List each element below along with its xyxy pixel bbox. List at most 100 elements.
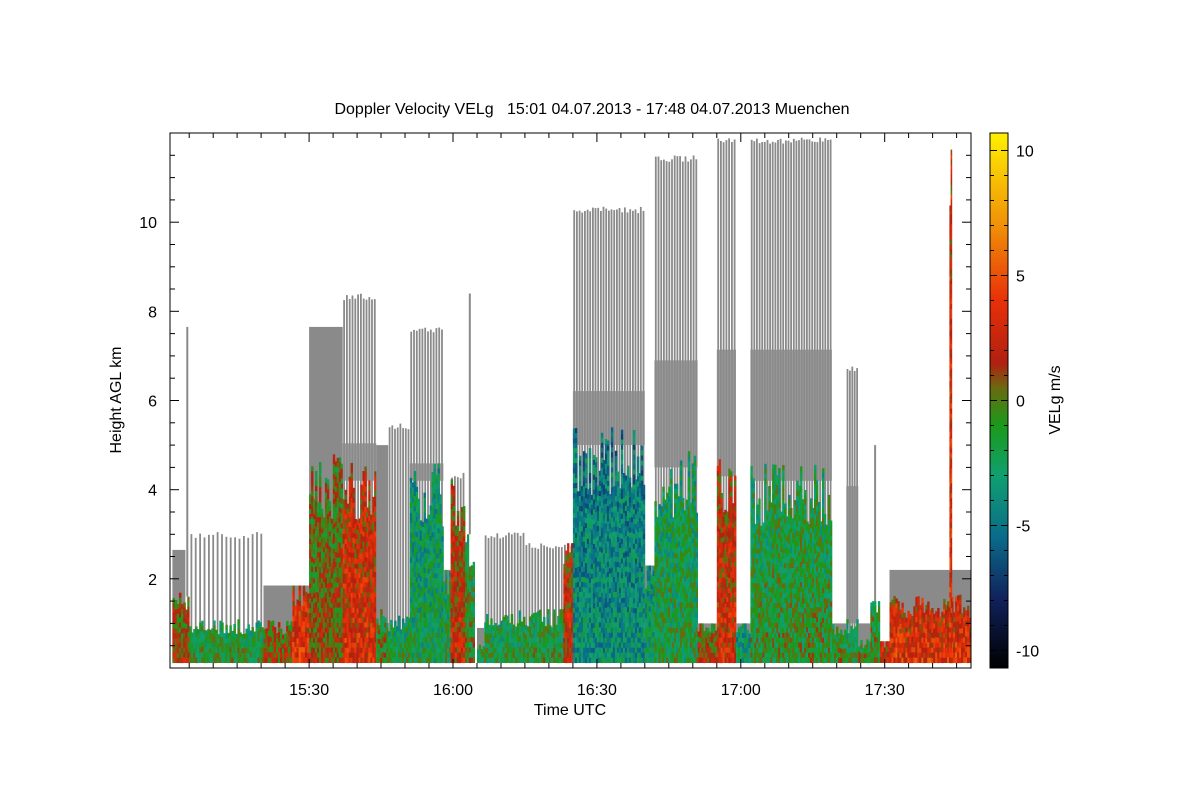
velocity-cell <box>431 617 434 623</box>
velocity-cell <box>386 647 389 654</box>
velocity-cell <box>466 642 470 649</box>
velocity-cell <box>344 549 347 555</box>
velocity-cell <box>470 647 473 653</box>
velocity-cell <box>620 618 624 624</box>
velocity-cell <box>541 652 544 658</box>
velocity-cell <box>366 522 369 528</box>
velocity-cell <box>608 558 612 564</box>
velocity-cell <box>320 608 324 614</box>
velocity-cell <box>553 628 556 634</box>
velocity-cell <box>183 627 186 633</box>
velocity-cell <box>340 573 344 579</box>
velocity-cell <box>456 551 460 557</box>
velocity-cell <box>362 501 365 507</box>
velocity-cell <box>435 494 438 500</box>
velocity-cell <box>486 657 489 664</box>
velocity-cell <box>417 523 421 529</box>
velocity-cell <box>435 523 438 530</box>
velocity-cell <box>322 657 326 663</box>
velocity-cell <box>634 583 638 589</box>
velocity-cell <box>302 647 306 653</box>
velocity-cell <box>586 568 590 574</box>
velocity-cell <box>302 621 306 627</box>
velocity-cell <box>500 646 503 653</box>
velocity-cell <box>433 478 436 485</box>
velocity-cell <box>634 548 638 555</box>
velocity-cell <box>360 553 363 560</box>
velocity-cell <box>435 558 438 564</box>
velocity-cell <box>328 571 332 578</box>
velocity-cell <box>415 612 419 618</box>
velocity-cell <box>370 657 373 663</box>
velocity-cell <box>425 553 428 559</box>
velocity-cell <box>311 657 314 663</box>
velocity-cell <box>439 647 442 654</box>
velocity-cell <box>317 507 320 513</box>
velocity-cell <box>411 632 415 638</box>
velocity-cell <box>614 622 618 628</box>
velocity-cell <box>338 542 342 548</box>
velocity-cell <box>614 455 618 462</box>
velocity-cell <box>411 562 415 568</box>
velocity-cell <box>516 643 520 649</box>
velocity-cell <box>362 607 365 613</box>
velocity-cell <box>504 643 507 649</box>
velocity-cell <box>452 627 456 633</box>
velocity-cell <box>588 493 592 499</box>
velocity-cell <box>409 537 413 544</box>
velocity-cell <box>618 508 622 514</box>
velocity-cell <box>364 582 367 588</box>
velocity-cell <box>584 533 588 539</box>
velocity-cell <box>366 627 369 633</box>
velocity-cell <box>269 647 273 653</box>
velocity-cell <box>185 628 188 634</box>
velocity-cell <box>484 642 487 648</box>
velocity-cell <box>346 593 349 599</box>
velocity-cell <box>324 607 328 614</box>
velocity-cell <box>608 568 612 574</box>
velocity-cell <box>600 617 604 624</box>
velocity-cell <box>409 622 413 629</box>
velocity-cell <box>334 562 338 568</box>
velocity-cell <box>315 612 318 618</box>
velocity-cell <box>344 558 347 565</box>
velocity-cell <box>642 563 646 570</box>
velocity-cell <box>419 566 423 572</box>
velocity-cell <box>448 576 451 582</box>
velocity-cell <box>620 628 624 634</box>
velocity-cell <box>586 588 590 594</box>
velocity-cell <box>307 628 310 634</box>
velocity-cell <box>445 643 448 649</box>
velocity-cell <box>592 544 596 550</box>
velocity-cell <box>176 604 180 610</box>
velocity-cell <box>608 528 612 535</box>
velocity-cell <box>571 543 574 549</box>
velocity-cell <box>614 592 618 598</box>
velocity-cell <box>193 653 196 659</box>
velocity-cell <box>433 603 436 609</box>
velocity-cell <box>346 598 349 604</box>
velocity-cell <box>439 632 442 639</box>
velocity-cell <box>313 548 316 555</box>
velocity-cell <box>640 627 644 633</box>
velocity-cell <box>576 571 580 578</box>
velocity-cell <box>598 536 602 542</box>
velocity-cell <box>423 577 426 584</box>
velocity-cell <box>203 639 206 645</box>
velocity-cell <box>572 438 576 444</box>
velocity-cell <box>561 648 564 654</box>
velocity-cell <box>604 498 608 504</box>
velocity-cell <box>535 622 538 628</box>
velocity-cell <box>448 637 451 643</box>
velocity-cell <box>344 494 347 500</box>
velocity-cell <box>372 557 375 563</box>
velocity-cell <box>630 537 634 543</box>
velocity-cell <box>324 497 328 504</box>
velocity-cell <box>407 657 411 664</box>
velocity-cell <box>598 652 602 658</box>
velocity-cell <box>439 588 442 594</box>
velocity-cell <box>384 652 387 659</box>
velocity-cell <box>176 623 180 629</box>
velocity-cell <box>450 623 454 629</box>
velocity-cell <box>326 608 330 614</box>
